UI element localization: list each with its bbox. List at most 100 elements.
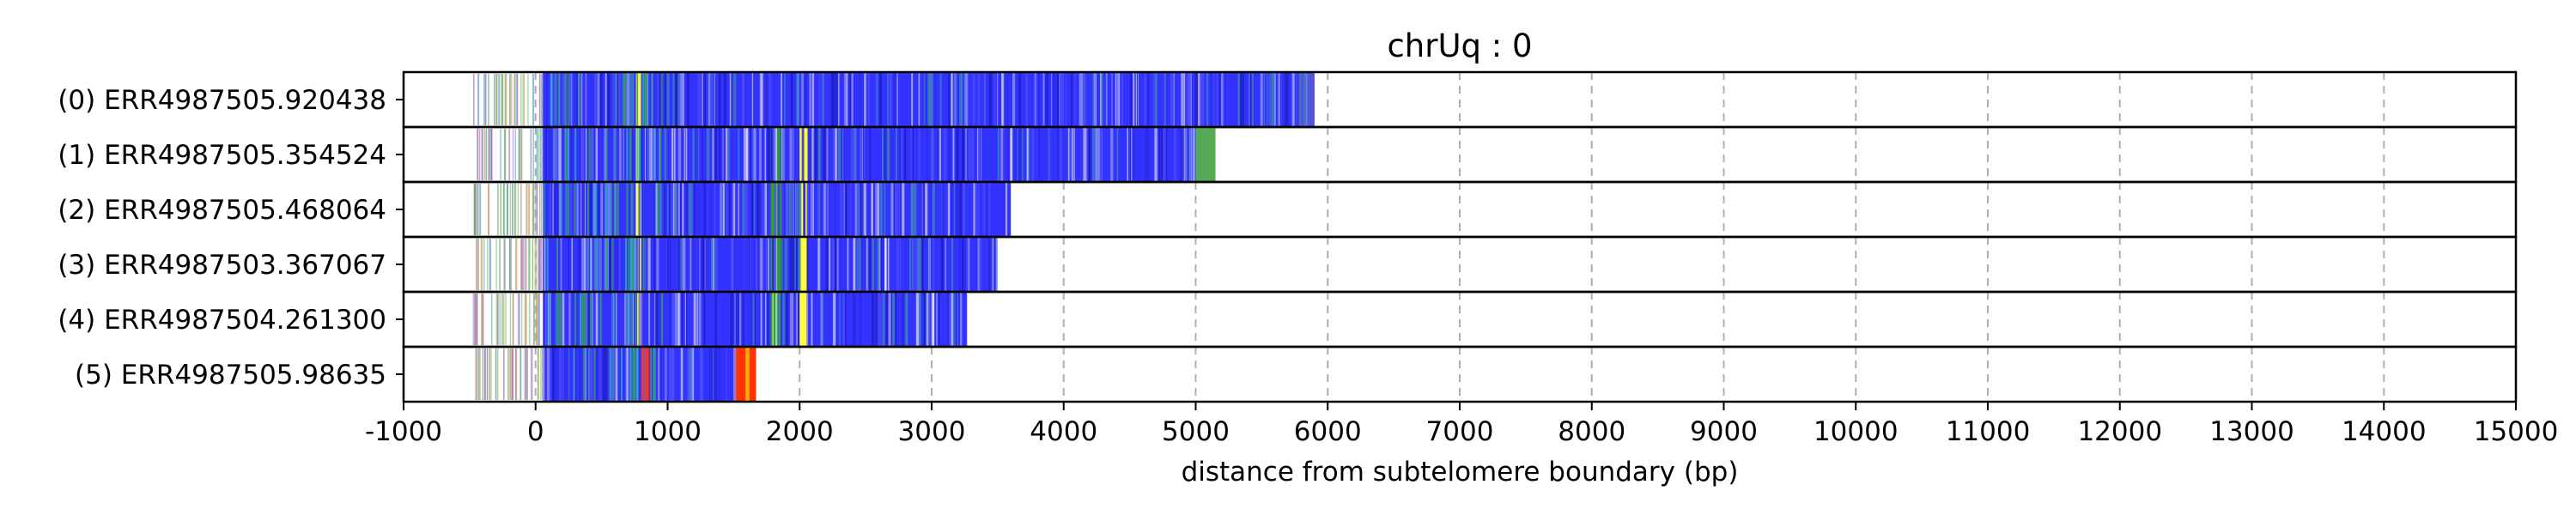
read-feature-line bbox=[490, 348, 492, 400]
read-texture-line bbox=[630, 238, 633, 291]
read-texture-line bbox=[775, 293, 778, 346]
read-texture-line bbox=[766, 293, 769, 346]
read-texture-line bbox=[1074, 73, 1076, 126]
read-texture-line bbox=[977, 128, 979, 181]
read-texture-line bbox=[911, 238, 913, 291]
read-texture-line bbox=[654, 183, 657, 236]
read-texture-line bbox=[966, 238, 968, 291]
x-tick-label: -1000 bbox=[365, 416, 442, 447]
read-texture-line bbox=[705, 238, 707, 291]
read-feature-line bbox=[517, 294, 519, 345]
read-texture-line bbox=[936, 128, 939, 181]
read-texture-line bbox=[772, 293, 775, 346]
read-texture-line bbox=[931, 128, 934, 181]
read-texture-line bbox=[842, 293, 846, 346]
read-texture-line bbox=[601, 293, 603, 346]
y-tick-label: (5) ERR4987505.98635 bbox=[75, 360, 386, 391]
read-texture-line bbox=[666, 238, 669, 291]
read-texture-line bbox=[864, 73, 866, 126]
read-texture-line bbox=[645, 73, 647, 126]
read-segment bbox=[745, 348, 750, 401]
read-texture-line bbox=[768, 238, 769, 291]
read-texture-line bbox=[702, 73, 704, 126]
read-texture-line bbox=[939, 73, 942, 126]
read-texture-line bbox=[948, 128, 951, 181]
read-texture-line bbox=[1183, 73, 1186, 126]
read-feature-line bbox=[527, 74, 529, 125]
read-texture-line bbox=[1011, 128, 1013, 181]
read-texture-line bbox=[1005, 183, 1008, 236]
read-texture-line bbox=[613, 128, 617, 181]
read-texture-line bbox=[653, 183, 655, 236]
read-texture-line bbox=[842, 128, 845, 181]
read-texture-line bbox=[752, 128, 754, 181]
read-texture-line bbox=[626, 183, 629, 236]
read-texture-line bbox=[952, 128, 955, 181]
read-texture-line bbox=[884, 183, 886, 236]
read-texture-line bbox=[916, 293, 920, 346]
read-texture-line bbox=[878, 73, 883, 126]
read-texture-line bbox=[732, 73, 737, 126]
read-texture-line bbox=[890, 73, 893, 126]
read-texture-line bbox=[568, 128, 570, 181]
read-texture-line bbox=[1100, 73, 1103, 126]
read-texture-line bbox=[1060, 73, 1065, 126]
y-tick-label: (2) ERR4987505.468064 bbox=[58, 195, 386, 226]
x-tick-label: 14000 bbox=[2342, 416, 2427, 447]
read-texture-line bbox=[590, 293, 592, 346]
read-feature-line bbox=[497, 184, 499, 235]
read-texture-line bbox=[630, 293, 634, 346]
read-texture-line bbox=[580, 293, 582, 346]
read-feature-line bbox=[532, 129, 534, 180]
read-texture-line bbox=[683, 238, 686, 291]
read-texture-line bbox=[669, 238, 671, 291]
read-texture-line bbox=[948, 183, 950, 236]
read-texture-line bbox=[558, 348, 560, 401]
x-tick-label: 3000 bbox=[898, 416, 966, 447]
read-feature-line bbox=[481, 129, 483, 180]
read-texture-line bbox=[1188, 128, 1191, 181]
read-feature-line bbox=[477, 348, 479, 400]
read-texture-line bbox=[823, 73, 824, 126]
read-texture-line bbox=[985, 183, 988, 236]
read-texture-line bbox=[697, 128, 700, 181]
x-tick-label: 11000 bbox=[1946, 416, 2031, 447]
read-feature-line bbox=[524, 294, 526, 345]
read-texture-line bbox=[632, 128, 634, 181]
read-feature-line bbox=[503, 184, 506, 235]
read-texture-line bbox=[917, 238, 920, 291]
read-texture-line bbox=[586, 293, 589, 346]
read-texture-line bbox=[888, 293, 891, 346]
read-texture-line bbox=[733, 238, 736, 291]
read-texture-line bbox=[737, 293, 739, 346]
read-texture-line bbox=[910, 128, 914, 181]
read-feature-line bbox=[489, 239, 492, 290]
read-texture-line bbox=[632, 293, 634, 346]
read-feature-line bbox=[477, 239, 479, 290]
read-texture-line bbox=[556, 183, 560, 236]
read-texture-line bbox=[984, 73, 986, 126]
read-texture-line bbox=[1014, 128, 1018, 181]
read-texture-line bbox=[603, 348, 606, 401]
read-texture-line bbox=[890, 293, 893, 346]
read-texture-line bbox=[750, 128, 752, 181]
read-texture-line bbox=[912, 128, 914, 181]
read-texture-line bbox=[950, 73, 953, 126]
read-texture-line bbox=[925, 73, 927, 126]
read-texture-line bbox=[1083, 128, 1084, 181]
read-feature-line bbox=[532, 239, 534, 290]
read-texture-line bbox=[680, 348, 683, 401]
read-texture-line bbox=[742, 183, 745, 236]
read-texture-line bbox=[848, 73, 852, 126]
read-texture-line bbox=[687, 348, 690, 401]
read-texture-line bbox=[931, 293, 935, 346]
read-texture-line bbox=[568, 73, 570, 126]
read-texture-line bbox=[678, 183, 680, 236]
read-texture-line bbox=[1154, 128, 1157, 181]
read-texture-line bbox=[818, 183, 820, 236]
read-texture-line bbox=[1067, 128, 1070, 181]
read-texture-line bbox=[581, 183, 584, 236]
read-texture-line bbox=[1191, 128, 1193, 181]
read-texture-line bbox=[556, 238, 558, 291]
